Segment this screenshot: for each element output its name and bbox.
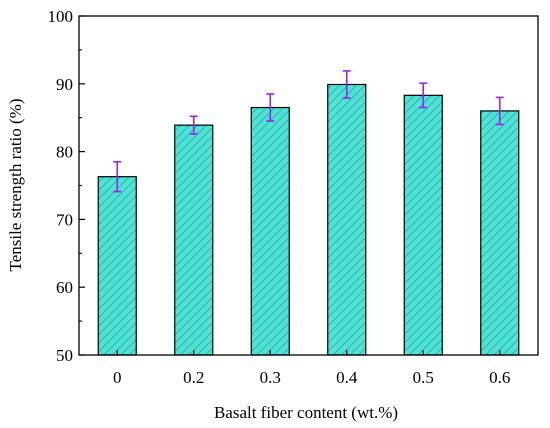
error-bars <box>113 70 504 193</box>
x-tick-label: 0.4 <box>336 368 358 387</box>
y-tick-label: 100 <box>48 7 74 26</box>
bar-0.4 <box>327 83 367 356</box>
x-tick-label: 0 <box>113 368 122 387</box>
x-tick-label: 0.6 <box>489 368 510 387</box>
tick-labels: 0 0.2 0.3 0.4 0.5 0.6 50 60 70 80 90 100 <box>48 7 511 387</box>
bar-0 <box>97 176 137 356</box>
y-tick-label: 60 <box>56 278 73 297</box>
error-bar-0.6 <box>495 96 504 126</box>
y-tick-label: 70 <box>56 210 73 229</box>
y-tick-label: 80 <box>56 143 73 162</box>
error-bar-0.2 <box>189 115 198 135</box>
x-axis-title: Basalt fiber content (wt.%) <box>214 403 398 422</box>
x-tick-label: 0.3 <box>260 368 281 387</box>
y-tick-label: 90 <box>56 75 73 94</box>
error-bar-0.4 <box>342 70 351 99</box>
bar-0.2 <box>174 124 214 356</box>
y-tick-label: 50 <box>56 346 73 365</box>
x-tick-label: 0.5 <box>413 368 434 387</box>
plot-frame <box>78 15 539 356</box>
y-axis-title: Tensile strength ratio (%) <box>6 98 25 271</box>
x-tick-label: 0.2 <box>183 368 204 387</box>
bar-0.6 <box>480 110 520 356</box>
error-bar-0 <box>113 160 122 193</box>
bars <box>97 83 520 356</box>
bar-0.3 <box>250 106 290 356</box>
bar-0.5 <box>403 94 443 356</box>
error-bar-0.3 <box>266 93 275 122</box>
axes <box>78 15 539 356</box>
error-bar-0.5 <box>419 82 428 109</box>
